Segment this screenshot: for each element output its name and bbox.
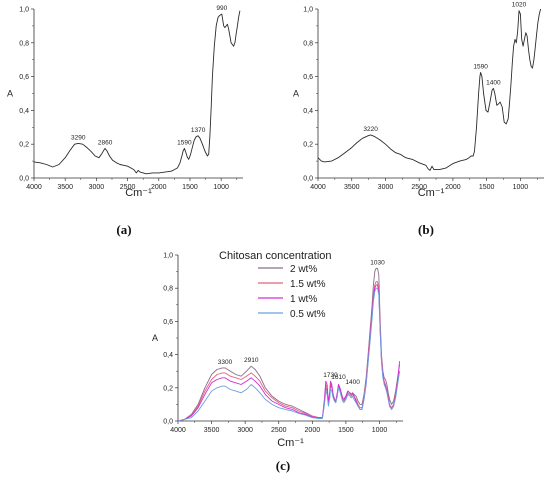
x-tick-label: 1000	[513, 184, 529, 191]
x-tick-label: 2500	[120, 184, 136, 191]
y-tick-label: 0,6	[163, 319, 173, 326]
legend-title: Chitosan concentration	[219, 250, 332, 262]
panel-label: (b)	[418, 222, 434, 237]
y-tick-label: 0,8	[19, 40, 29, 47]
series-line-1	[33, 10, 241, 175]
x-tick-label: 1500	[338, 427, 354, 434]
peak-label: 990	[216, 5, 227, 12]
x-tick-label: 4000	[310, 184, 326, 191]
peak-label: 1400	[345, 379, 360, 386]
peak-label: 3300	[218, 359, 233, 366]
x-tick-label: 3000	[237, 427, 253, 434]
series-line-3	[177, 284, 401, 422]
x-tick-label: 3000	[89, 184, 105, 191]
series-line-1	[317, 8, 542, 171]
x-tick-label: 2000	[305, 427, 321, 434]
x-tick-label: 3500	[57, 184, 73, 191]
y-tick-label: 0,6	[303, 74, 313, 81]
y-tick-label: 1,0	[303, 7, 313, 14]
peak-label: 1590	[177, 139, 192, 146]
peak-label: 1030	[370, 259, 385, 266]
peak-label: 1730	[323, 372, 338, 379]
series-line-1	[177, 267, 401, 422]
peak-label: 1400	[486, 79, 501, 86]
peak-label: 1020	[512, 2, 527, 9]
legend-item: 0.5 wt%	[290, 309, 326, 320]
series-line-4	[177, 287, 401, 422]
x-tick-label: 3000	[378, 184, 394, 191]
legend-item: 2 wt%	[290, 264, 317, 275]
panel-label: (c)	[276, 458, 290, 473]
x-tick-label: 3500	[204, 427, 220, 434]
x-tick-label: 1000	[213, 184, 229, 191]
x-axis-label: Cm⁻¹	[277, 437, 304, 449]
y-axis-label: A	[7, 89, 13, 99]
x-tick-label: 4000	[26, 184, 42, 191]
series-line-2	[177, 281, 401, 422]
x-tick-label: 2000	[151, 184, 167, 191]
peak-label: 3220	[363, 126, 378, 133]
x-tick-label: 1000	[372, 427, 388, 434]
x-tick-label: 1500	[479, 184, 495, 191]
peak-label: 2860	[98, 139, 113, 146]
legend-item: 1 wt%	[290, 294, 317, 305]
y-tick-label: 0,4	[303, 108, 313, 115]
y-tick-label: 0,6	[19, 74, 29, 81]
x-axis-label: Cm⁻¹	[418, 187, 445, 199]
peak-label: 1590	[473, 63, 488, 70]
y-tick-label: 1,0	[163, 253, 173, 260]
y-tick-label: 0,4	[163, 352, 173, 359]
peak-label: 1370	[191, 127, 206, 134]
y-axis-label: A	[293, 89, 299, 99]
chart-panel-2: 4000 3500 3000 2500 2000 1500 1000 0,0 0,2 0,4 0,6…	[293, 2, 544, 237]
x-tick-label: 4000	[170, 427, 186, 434]
y-tick-label: 1,0	[19, 7, 29, 14]
panel-label: (a)	[116, 222, 131, 237]
x-tick-label: 2500	[271, 427, 287, 434]
y-tick-label: 0,8	[303, 40, 313, 47]
x-tick-label: 3500	[344, 184, 360, 191]
y-tick-label: 0,8	[163, 286, 173, 293]
peak-label: 2910	[244, 357, 259, 364]
x-tick-label: 1500	[182, 184, 198, 191]
y-axis-label: A	[152, 333, 158, 343]
y-tick-label: 0,0	[303, 176, 313, 183]
x-axis-label: Cm⁻¹	[125, 187, 152, 199]
peak-label: 1610	[331, 374, 346, 381]
peak-label: 3290	[71, 134, 86, 141]
y-tick-label: 0,4	[19, 108, 29, 115]
y-tick-label: 0,2	[303, 142, 313, 149]
y-tick-label: 0,0	[19, 176, 29, 183]
y-tick-label: 0,0	[163, 419, 173, 426]
chart-panel-1: 4000 3500 3000 2500 2000 1500 1000 0,0 0,2 0,4 0,6…	[7, 5, 243, 237]
x-tick-label: 2500	[411, 184, 427, 191]
y-tick-label: 0,2	[163, 385, 173, 392]
y-tick-label: 0,2	[19, 142, 29, 149]
chart-panel-3: 4000 3500 3000 2500 2000 1500 1000 0,0 0,2 0,4 0,6…	[152, 250, 403, 473]
x-tick-label: 2000	[445, 184, 461, 191]
legend-item: 1.5 wt%	[290, 279, 326, 290]
